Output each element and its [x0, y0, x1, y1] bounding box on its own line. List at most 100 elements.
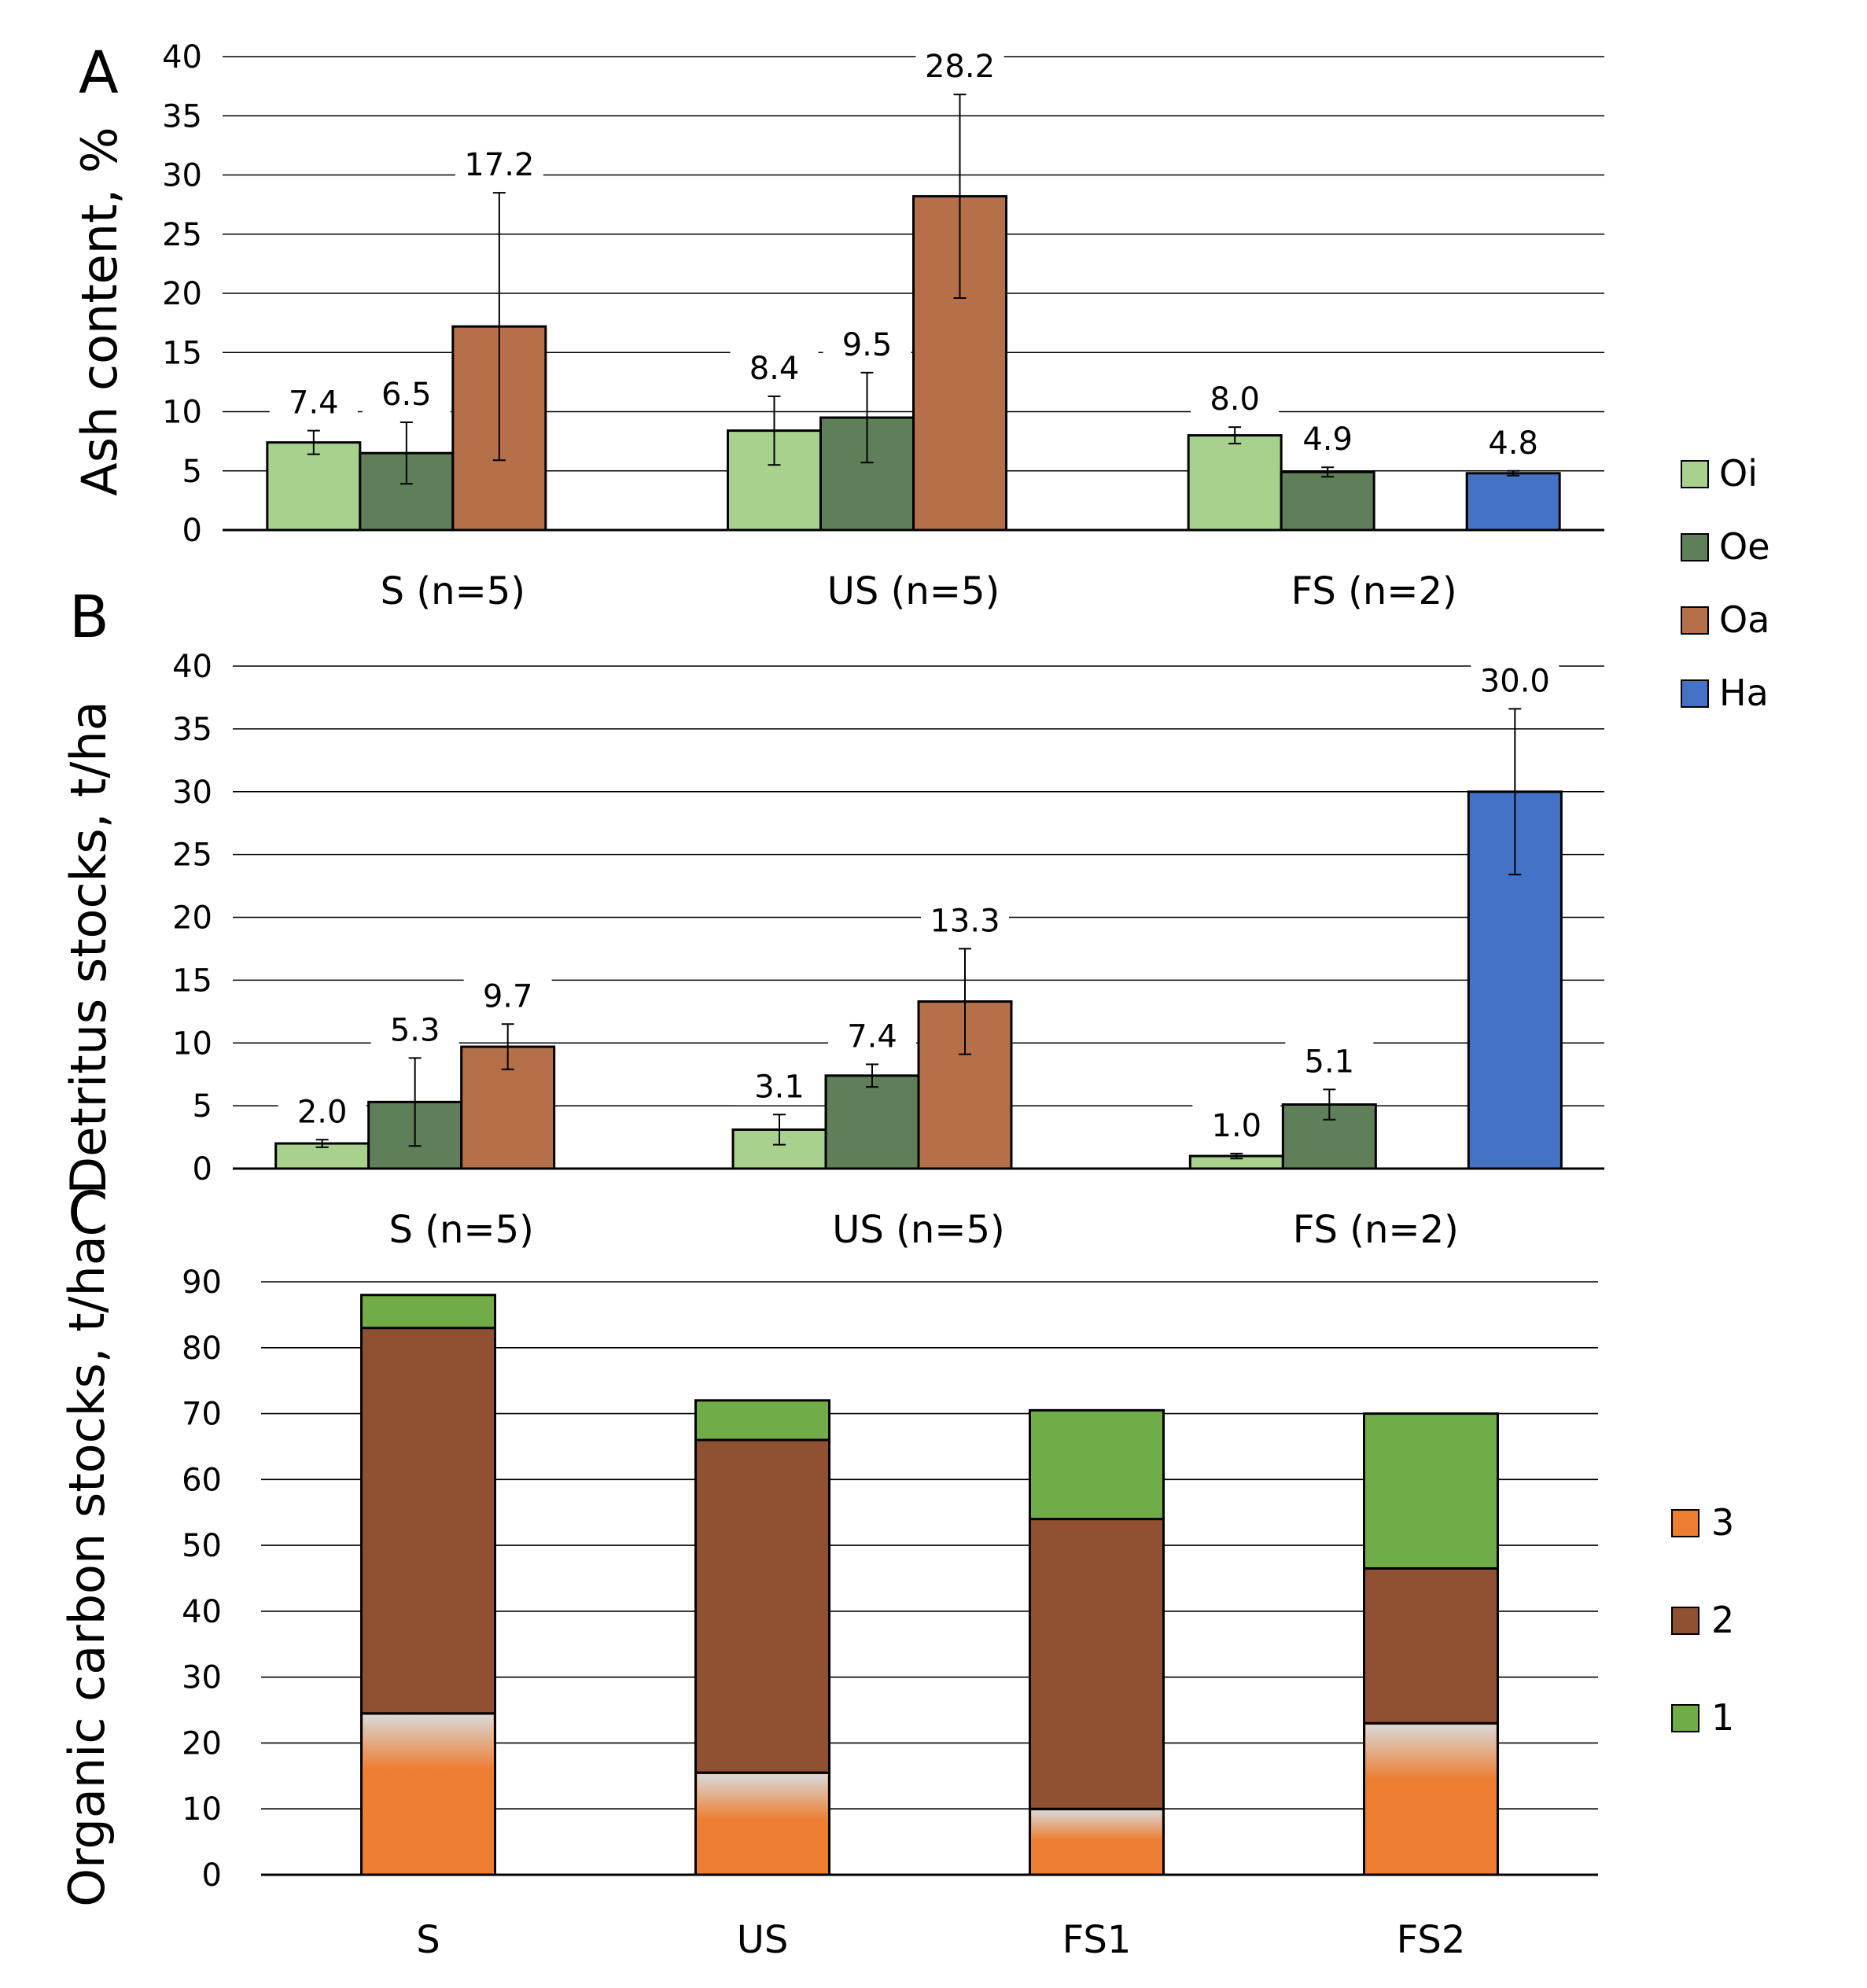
stack-layer-2-2 — [1029, 1518, 1165, 1810]
category-label: US — [737, 1918, 789, 1962]
y-tick-label: 10 — [182, 1791, 222, 1828]
data-label-bg — [1285, 1040, 1374, 1081]
data-label-bg — [735, 1066, 823, 1106]
data-label-bg — [1192, 1104, 1281, 1144]
data-label: 13.3 — [930, 903, 1000, 939]
stack-layer-2-1 — [694, 1438, 830, 1774]
panel-c-ylabel: Organic carbon stocks, t/ha — [58, 1235, 116, 1906]
y-tick-label: 35 — [162, 98, 202, 134]
legend-label-layer2: 2 — [1711, 1599, 1734, 1641]
layer-3-fade — [697, 1774, 828, 1820]
data-label: 8.0 — [1210, 381, 1260, 418]
data-label-bg — [362, 374, 451, 414]
data-label-bg — [823, 323, 911, 363]
y-tick-label: 10 — [172, 1025, 212, 1062]
panel-b-letter: B — [69, 584, 109, 651]
y-tick-label: 30 — [172, 775, 212, 811]
y-tick-label: 80 — [182, 1331, 222, 1367]
bar-oi-0 — [266, 441, 362, 532]
panel-c-letter: C — [68, 1180, 109, 1247]
category-label: S — [416, 1918, 440, 1962]
panel-a-letter: A — [79, 39, 119, 107]
legend-label-oi: Oi — [1719, 452, 1758, 495]
y-tick-label: 0 — [202, 1857, 222, 1894]
data-label: 3.1 — [754, 1069, 805, 1105]
y-tick-label: 0 — [193, 1151, 212, 1187]
legend-label-oa: Oa — [1719, 598, 1769, 641]
data-label: 9.5 — [842, 327, 893, 363]
bar-ha-2 — [1465, 472, 1561, 532]
panel-a-ash-content: A Ash content, % 0 5 10 15 20 25 30 35 40 7.4 6.5 1… — [71, 39, 1604, 613]
panel-a-ylabel: Ash content, % — [71, 127, 128, 495]
category-label: FS2 — [1397, 1918, 1466, 1962]
y-tick-label: 90 — [182, 1265, 222, 1301]
panel-b-ylabel: Detritus stocks, t/ha — [60, 701, 117, 1194]
category-label: S (n=5) — [381, 569, 525, 613]
data-label-bg — [463, 975, 552, 1015]
y-tick-label: 30 — [162, 158, 202, 194]
legend-label-layer1: 1 — [1711, 1696, 1734, 1739]
category-label: FS (n=2) — [1293, 1208, 1459, 1252]
y-tick-label: 5 — [182, 454, 202, 490]
stack-layer-1-0 — [360, 1294, 496, 1330]
data-label-bg — [1191, 378, 1280, 418]
y-tick-label: 5 — [193, 1088, 212, 1125]
legend-swatch-oi — [1681, 460, 1709, 488]
category-label: US (n=5) — [832, 1208, 1005, 1252]
data-label: 8.4 — [749, 351, 800, 387]
bar-oi-2 — [1187, 434, 1283, 532]
y-tick-label: 40 — [182, 1594, 222, 1630]
panel-c-organic-carbon: C Organic carbon stocks, t/ha 0 10 20 30 40 5… — [58, 1180, 1598, 1962]
data-label-bg — [1471, 660, 1560, 700]
data-label: 1.0 — [1212, 1108, 1262, 1144]
data-label-bg — [278, 1091, 366, 1131]
data-label: 4.9 — [1302, 422, 1353, 458]
data-label: 7.4 — [847, 1018, 897, 1055]
panel-b-detritus-stocks: B Detritus stocks, t/ha 0 5 10 15 20 25 30 35 40… — [60, 584, 1604, 1252]
legend-swatch-layer2 — [1671, 1607, 1699, 1635]
y-tick-label: 0 — [182, 513, 202, 549]
y-tick-label: 30 — [182, 1660, 222, 1696]
y-tick-label: 20 — [162, 276, 202, 312]
legend-swatch-oa — [1681, 606, 1709, 635]
data-label-bg — [828, 1015, 916, 1055]
data-label-bg — [915, 46, 1004, 86]
category-label: S (n=5) — [388, 1208, 533, 1252]
legend-swatch-oe — [1681, 533, 1709, 561]
bar-oe-2 — [1280, 470, 1375, 532]
y-tick-label: 15 — [172, 963, 212, 999]
bar-oe-1 — [824, 1074, 920, 1170]
layer-3-fade — [363, 1714, 494, 1770]
stack-layer-1-1 — [694, 1399, 830, 1441]
y-tick-label: 60 — [182, 1462, 222, 1498]
data-label: 30.0 — [1480, 663, 1550, 699]
data-label: 7.4 — [289, 385, 339, 422]
legend-label-oe: Oe — [1719, 525, 1770, 568]
y-tick-label: 40 — [172, 649, 212, 685]
legend-swatch-layer3 — [1671, 1509, 1699, 1537]
legend-swatch-ha — [1681, 679, 1709, 708]
data-label-bg — [455, 144, 543, 184]
data-label: 4.8 — [1488, 425, 1538, 462]
legend-horizons: Oi Oe Oa Ha — [1681, 452, 1770, 714]
y-tick-label: 25 — [172, 838, 212, 874]
data-label: 5.3 — [390, 1012, 440, 1048]
bar-ha-2 — [1467, 790, 1563, 1170]
y-tick-label: 50 — [182, 1528, 222, 1564]
data-label-bg — [370, 1009, 459, 1049]
data-label: 5.1 — [1305, 1044, 1355, 1080]
data-label: 17.2 — [464, 147, 534, 183]
data-label: 9.7 — [483, 978, 533, 1014]
y-tick-label: 20 — [182, 1725, 222, 1762]
y-tick-label: 15 — [162, 335, 202, 371]
legend-label-layer3: 3 — [1711, 1501, 1734, 1544]
stack-layer-2-3 — [1363, 1566, 1499, 1725]
y-tick-label: 35 — [172, 712, 212, 748]
legend-layers: 3 2 1 — [1671, 1501, 1734, 1739]
stack-layer-1-3 — [1363, 1412, 1499, 1570]
stack-layer-1-2 — [1029, 1408, 1165, 1521]
y-tick-label: 20 — [172, 900, 212, 937]
data-label: 2.0 — [297, 1094, 348, 1130]
layer-3-fade — [1365, 1725, 1497, 1780]
